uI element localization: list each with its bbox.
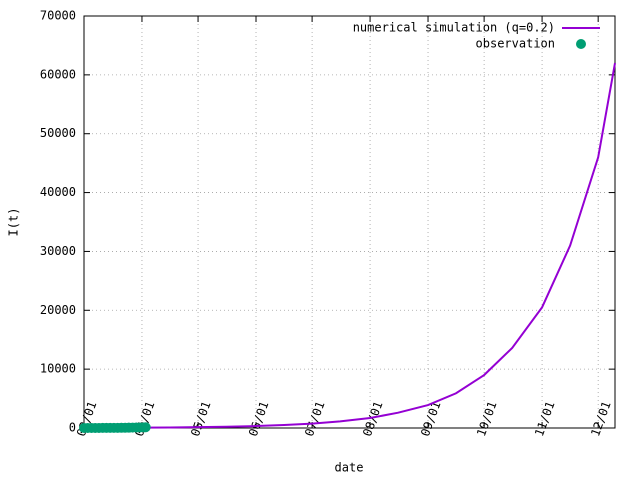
y-tick-label: 50000 xyxy=(40,126,76,140)
legend-label: numerical simulation (q=0.2) xyxy=(353,21,555,35)
x-tick-label: 06/01 xyxy=(246,399,272,438)
x-tick-label: 09/01 xyxy=(418,399,444,438)
x-tick-label: 05/01 xyxy=(188,399,214,438)
y-tick-label: 60000 xyxy=(40,67,76,81)
legend-label: observation xyxy=(476,37,555,51)
y-tick-label: 40000 xyxy=(40,185,76,199)
x-tick-label: 11/01 xyxy=(532,399,558,438)
y-axis-label: I(t) xyxy=(7,208,21,237)
plot-frame xyxy=(83,15,616,429)
x-tick-label: 07/01 xyxy=(302,399,328,438)
observation-point xyxy=(140,422,151,433)
x-tick-label: 10/01 xyxy=(474,399,500,438)
x-tick-label: 12/01 xyxy=(588,399,614,438)
y-tick-label: 70000 xyxy=(40,9,76,23)
y-tick-label: 10000 xyxy=(40,362,76,376)
sim-line xyxy=(83,62,616,429)
x-axis-label: date xyxy=(335,461,364,475)
legend-marker xyxy=(576,39,586,49)
y-tick-label: 30000 xyxy=(40,244,76,258)
y-tick-label: 0 xyxy=(69,421,76,435)
y-tick-label: 20000 xyxy=(40,303,76,317)
